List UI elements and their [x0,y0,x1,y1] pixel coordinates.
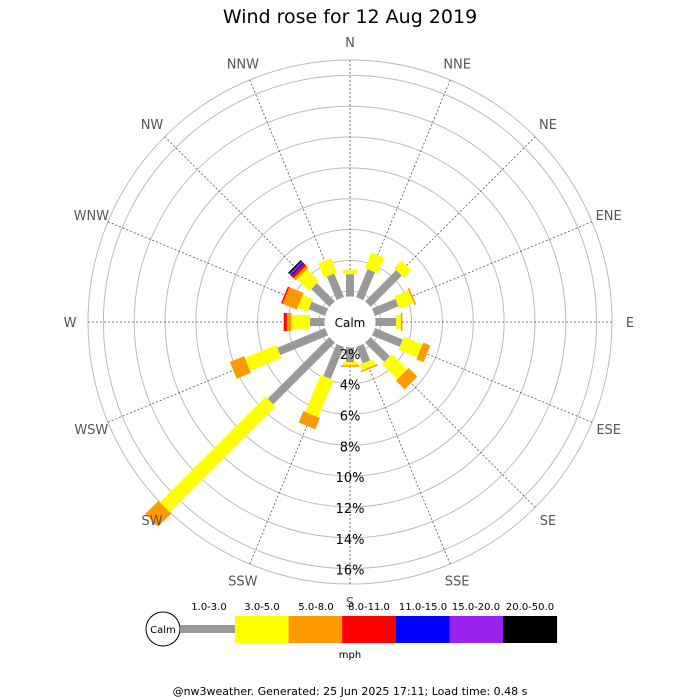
wind-bar-ese-3.0-5.0 [398,336,423,358]
wind-bar-wsw-5.0-8.0 [229,356,251,379]
direction-label-w: W [64,316,77,331]
wind-bar-wsw-3.0-5.0 [244,345,282,371]
direction-label-ssw: SSW [228,575,258,590]
direction-label-nw: NW [141,118,164,133]
radial-tick-label: 8% [340,440,361,455]
grid-ring [226,198,474,446]
calm-circle [324,296,376,348]
wind-bar-ssw-3.0-5.0 [305,374,334,418]
wind-bar-nw-8.0-11.0 [291,263,307,279]
grid-ring [102,74,598,570]
wind-bar-nne-3.0-5.0 [364,252,385,274]
wind-bars [145,252,431,527]
wind-bar-se-3.0-5.0 [382,354,408,380]
direction-label-wnw: WNW [74,209,110,224]
wind-bar-sse-5.0-8.0 [360,364,378,373]
wind-bar-nw-5.0-8.0 [293,265,309,281]
wind-bar-ene-3.0-5.0 [394,290,414,310]
direction-label-sw: SW [141,514,162,529]
direction-label-s: S [346,596,354,611]
direction-label-n: N [345,36,355,51]
wind-bar-wnw-8.0-11.0 [281,286,290,304]
wind-bar-ene-5.0-8.0 [407,287,417,305]
wind-bar-se-5.0-8.0 [395,367,418,390]
radial-tick-label: 6% [340,409,361,424]
grid-ring [133,105,567,539]
radial-tick-label: 14% [336,533,365,548]
direction-label-nne: NNE [443,57,471,72]
direction-label-ne: NE [539,118,557,133]
direction-label-sse: SSE [445,575,470,590]
radial-tick-label: 16% [336,564,365,579]
direction-label-nnw: NNW [227,57,259,72]
calm-label: Calm [335,316,366,330]
wind-bar-sw-3.0-5.0 [159,396,276,513]
wind-bar-nw-3.0-5.0 [297,269,319,291]
wind-bar-ssw-5.0-8.0 [298,411,320,430]
wind-bar-nw-11.0-15.0 [290,262,305,277]
direction-label-se: SE [540,514,556,529]
wind-bar-ese-5.0-8.0 [416,342,431,363]
radial-tick-label: 2% [340,348,361,363]
wind-bar-sse-3.0-5.0 [360,359,376,371]
direction-labels: N NNE NE ENE E ESE SE SSE S SSW SW WSW W WNW NW NNW [64,36,635,611]
direction-label-wsw: WSW [74,423,108,438]
radial-tick-label: 10% [336,471,365,486]
chart-title: Wind rose for 12 Aug 2019 [222,6,478,28]
grid-ring [195,167,505,477]
polar-grid [87,59,613,585]
wind-bar-ne-3.0-5.0 [394,260,412,278]
radial-tick-label: 12% [336,502,365,517]
wind-bar-wnw-3.0-5.0 [297,294,313,312]
direction-label-e: E [626,316,634,331]
direction-label-ese: ESE [596,423,621,438]
wind-bar-nw-20.0-50.0 [288,260,302,274]
wind-bar-wnw-5.0-8.0 [282,287,304,310]
calm-center: Calm [324,296,376,348]
footer-status: @nw3weather. Generated: 25 Jun 2025 17:1… [172,685,528,698]
radial-tick-labels: 2% 4% 6% 8% 10% 12% 14% 16% [336,348,365,579]
wind-bar-sw-5.0-8.0 [145,500,172,527]
wind-bar-nw-15.0-20.0 [289,261,303,275]
radial-tick-label: 4% [340,379,361,394]
direction-label-ene: ENE [596,209,622,224]
wind-bar-nnw-3.0-5.0 [318,258,338,278]
